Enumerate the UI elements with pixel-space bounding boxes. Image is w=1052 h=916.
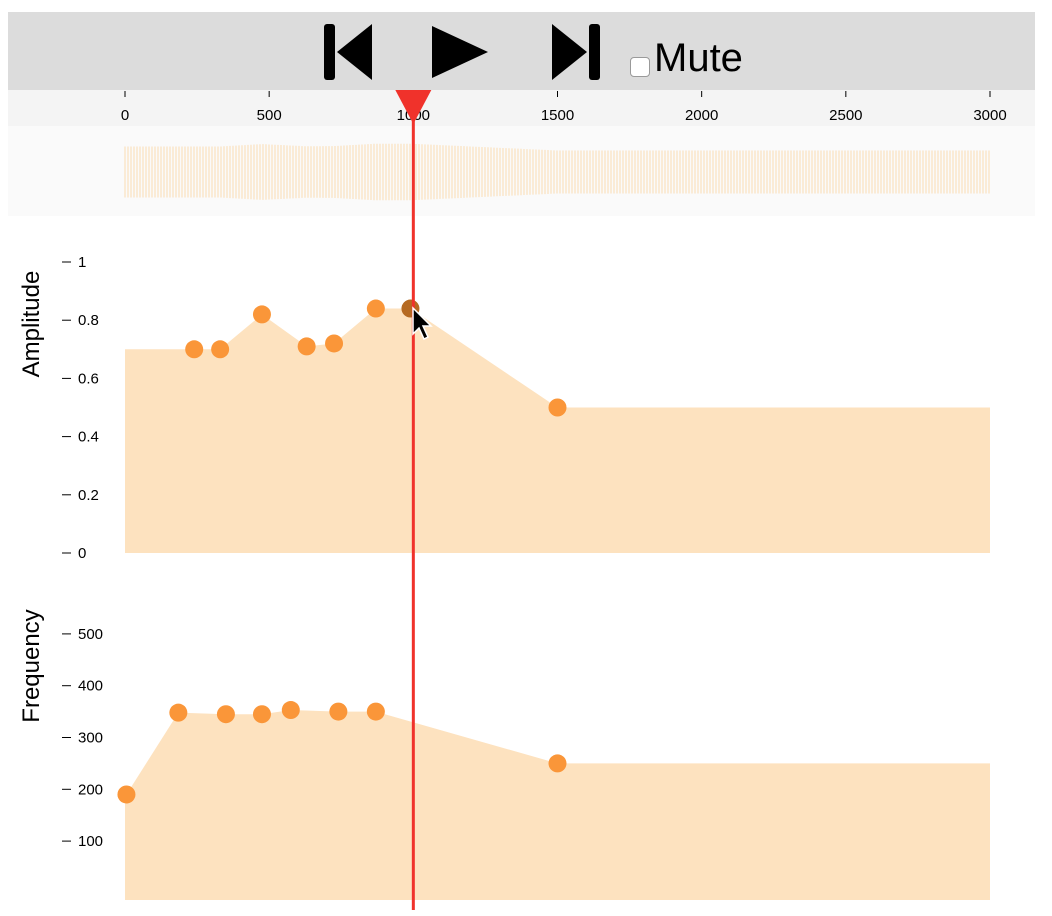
y-tick-label: 100 [78,833,103,850]
skip-back-button[interactable] [320,20,376,89]
envelope-control-point[interactable] [366,299,385,318]
envelope-control-point[interactable] [252,305,271,324]
y-tick-label: 1 [78,254,86,271]
timeline-tick-label: 2000 [685,107,718,124]
y-tick-label: 0 [78,545,86,562]
playhead-handle[interactable] [395,90,432,124]
waveform [124,143,990,201]
y-tick-label: 0.6 [78,370,99,387]
skip-forward-icon [552,24,600,80]
envelope-area [125,710,990,900]
transport-toolbar: Mute [8,12,1035,90]
envelope-control-point[interactable] [185,340,204,359]
envelope-control-point[interactable] [548,398,567,417]
skip-back-icon [324,24,372,80]
envelope-control-point[interactable] [281,701,300,720]
mute-checkbox[interactable] [630,57,650,77]
envelope-control-point[interactable] [297,337,316,356]
envelope-control-point[interactable] [548,754,567,773]
playhead [395,90,432,910]
timeline-tick-label: 2500 [829,107,862,124]
envelope-control-point[interactable] [169,703,188,722]
mute-label: Mute [654,36,743,80]
play-icon [432,26,488,78]
envelope-control-point[interactable] [117,785,136,804]
amplitude-chart: 1 0.8 0.6 0.4 0.2 0 [62,254,990,562]
envelope-control-point[interactable] [366,702,385,721]
y-tick-label: 0.4 [78,429,99,446]
y-tick-label: 400 [78,678,103,695]
envelope-control-point[interactable] [216,705,235,724]
play-button[interactable] [428,20,492,89]
y-tick-label: 300 [78,730,103,747]
envelope-control-point[interactable] [329,702,348,721]
y-tick-label: 500 [78,626,103,643]
envelope-control-point[interactable] [211,340,230,359]
waveform-trace [124,143,990,201]
envelope-control-point[interactable] [325,334,344,353]
mouse-pointer-icon [412,306,433,341]
mouse-cursor [412,306,433,341]
envelope-control-point[interactable] [252,705,271,724]
timeline-tick-label: 0 [121,107,129,124]
timeline-ruler[interactable] [8,90,1035,126]
timeline-tick-label: 1500 [541,107,574,124]
timeline-ticks: 050010001500200025003000 [121,91,1007,124]
timeline-tick-label: 500 [257,107,282,124]
frequency-chart: 500 400 300 200 100 [62,626,990,900]
y-tick-label: 200 [78,781,103,798]
y-tick-label: 0.2 [78,487,99,504]
envelope-area [125,308,990,553]
mute-toggle[interactable]: Mute [630,36,743,80]
timeline-tick-label: 3000 [973,107,1006,124]
skip-forward-button[interactable] [548,20,604,89]
y-tick-label: 0.8 [78,312,99,329]
